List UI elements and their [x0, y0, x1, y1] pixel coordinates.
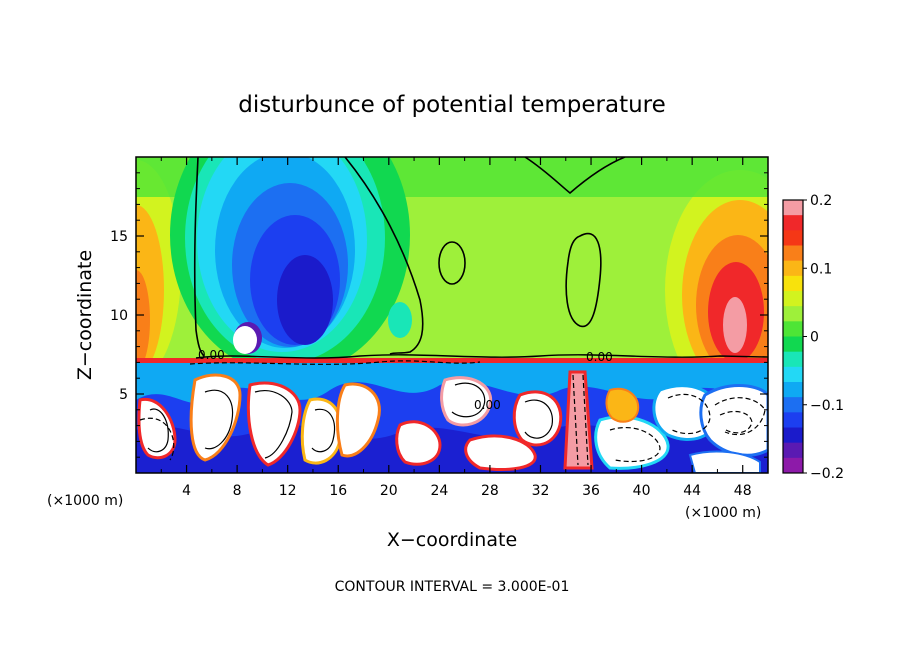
contour-line	[189, 360, 481, 365]
contour-line	[193, 157, 205, 357]
x-tick-label: 32	[532, 483, 550, 499]
cold-anomaly-core	[233, 326, 257, 354]
contour-line	[195, 354, 768, 359]
contour-line	[254, 390, 293, 459]
x-unit-right: (×1000 m)	[685, 505, 761, 521]
y-tick-label: 5	[119, 387, 128, 403]
colorbar-swatch	[783, 321, 803, 337]
saturated-blob	[464, 434, 537, 471]
contour-line	[344, 157, 424, 355]
colorbar-tick-label: 0.1	[810, 261, 832, 277]
contour-line	[451, 382, 486, 418]
contour-line	[524, 399, 553, 439]
colorbar	[783, 200, 803, 474]
contour-label: 0.00	[198, 348, 225, 362]
colorbar-swatch	[783, 366, 803, 383]
x-tick-label: 12	[279, 483, 297, 499]
y-axis-ticks: 5 10 15	[110, 172, 768, 458]
contour-label: 0.00	[474, 398, 501, 412]
contour-line	[147, 408, 169, 453]
plot-area: 0.00 0.00 0.00	[136, 157, 768, 473]
colorbar-tick-label: 0	[810, 330, 819, 346]
colorbar-swatch	[783, 306, 803, 322]
colorbar-swatch	[783, 230, 803, 246]
colorbar-swatch	[783, 245, 803, 262]
contour-line	[565, 233, 602, 328]
y-axis-label: Z−coordinate	[74, 250, 96, 380]
warm-anomaly-left-3	[136, 270, 150, 370]
colorbar-swatch	[783, 200, 803, 216]
warm-anomaly-right-5	[723, 297, 747, 353]
saturated-blob	[594, 415, 670, 470]
x-unit-left: (×1000 m)	[47, 493, 123, 509]
x-tick-label: 24	[430, 483, 448, 499]
saturated-blob	[563, 370, 594, 470]
x-tick-label: 44	[683, 483, 701, 499]
chart-title: disturbunce of potential temperature	[238, 92, 666, 118]
colorbar-tick-label: −0.2	[810, 466, 844, 482]
colorbar-ticks: 0.2 0.1 0 −0.1 −0.2	[803, 193, 844, 482]
colorbar-tick-label: 0.2	[810, 193, 832, 209]
cyan-patch	[388, 302, 412, 338]
saturated-blob	[300, 397, 343, 465]
colorbar-swatch	[783, 457, 803, 474]
saturated-blob	[335, 382, 381, 458]
x-tick-label: 4	[182, 483, 191, 499]
x-tick-label: 16	[329, 483, 347, 499]
y-tick-label: 15	[110, 229, 128, 245]
contour-line	[714, 397, 766, 436]
contour-line	[438, 241, 466, 285]
colorbar-swatch	[783, 215, 803, 231]
x-tick-label: 48	[734, 483, 752, 499]
saturated-blob	[137, 397, 177, 460]
colorbar-swatch	[783, 336, 803, 353]
contour-line	[572, 374, 589, 466]
colorbar-swatch	[783, 351, 803, 368]
saturated-blob	[395, 420, 442, 466]
contour-line	[139, 417, 175, 461]
colorbar-swatch	[783, 412, 803, 428]
saturated-blob	[246, 381, 302, 467]
contour-line	[311, 408, 336, 453]
contour-line	[204, 389, 234, 450]
x-tick-label: 28	[481, 483, 499, 499]
x-tick-label: 8	[233, 483, 242, 499]
contour-line	[524, 157, 626, 195]
colorbar-swatch	[783, 382, 803, 398]
colorbar-swatch	[783, 291, 803, 307]
interface-line	[136, 358, 768, 363]
x-axis-ticks: 4 8 12 16 20 24 28 32 36 40 44 48	[160, 157, 752, 499]
colorbar-swatch	[783, 275, 803, 292]
colorbar-swatch	[783, 397, 803, 413]
contour-line	[719, 410, 753, 434]
saturated-blob	[605, 387, 640, 423]
y-tick-label: 10	[110, 308, 128, 324]
colorbar-swatch	[783, 442, 803, 459]
cold-anomaly-7	[277, 255, 333, 345]
x-tick-label: 20	[380, 483, 398, 499]
colorbar-swatch	[783, 427, 803, 444]
x-tick-label: 36	[582, 483, 600, 499]
colorbar-tick-label: −0.1	[810, 398, 844, 414]
x-tick-label: 40	[633, 483, 651, 499]
contour-interval-note: CONTOUR INTERVAL = 3.000E-01	[335, 579, 570, 595]
contour-label: 0.00	[586, 350, 613, 364]
colorbar-swatch	[783, 260, 803, 277]
contour-line	[609, 426, 661, 463]
contour-line	[667, 393, 711, 435]
x-axis-label: X−coordinate	[387, 529, 517, 551]
